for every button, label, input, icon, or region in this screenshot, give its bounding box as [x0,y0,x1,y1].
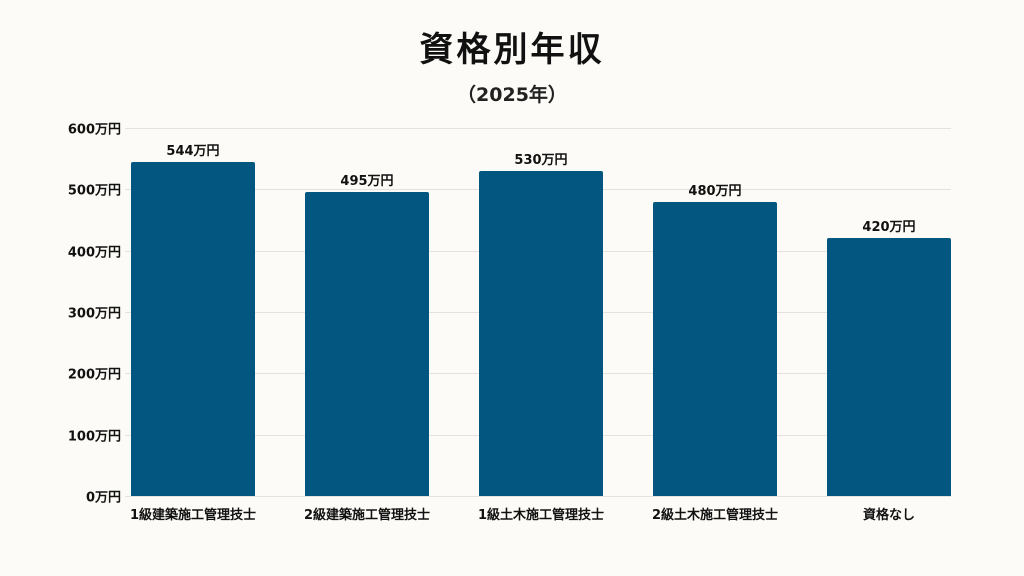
bar-value-label: 544万円 [166,144,220,160]
bar-value-label: 420万円 [862,220,916,236]
bar-value-label: 495万円 [340,174,394,190]
y-tick-label: 400万円 [67,245,121,261]
x-tick-label: 2級土木施工管理技士 [651,508,779,523]
bar[interactable] [479,170,603,496]
gridline [125,128,951,129]
y-tick-label: 300万円 [67,306,121,322]
x-tick-label: 1級建築施工管理技士 [129,508,257,523]
bar-value-label: 530万円 [514,152,568,168]
x-tick-label: 資格なし [862,508,915,523]
y-tick-label: 500万円 [67,183,121,199]
y-tick-label: 0万円 [85,490,121,506]
y-tick-label: 600万円 [67,122,121,138]
x-tick-label: 1級土木施工管理技士 [477,508,605,523]
bar[interactable] [305,192,429,496]
chart-title: 資格別年収 [419,30,605,70]
y-tick-label: 100万円 [67,429,121,445]
bar[interactable] [653,201,777,496]
plot-area: 0万円 100万円 200万円 300万円 400万円 500万円 600万円 544万円 49… [68,123,951,506]
chart-subtitle: （2025年） [457,84,567,106]
bar[interactable] [131,162,255,496]
gridline [125,496,951,497]
bar[interactable] [827,238,951,496]
x-tick-label: 2級建築施工管理技士 [303,508,431,523]
bar-value-label: 480万円 [688,183,742,199]
y-tick-label: 200万円 [67,367,121,383]
